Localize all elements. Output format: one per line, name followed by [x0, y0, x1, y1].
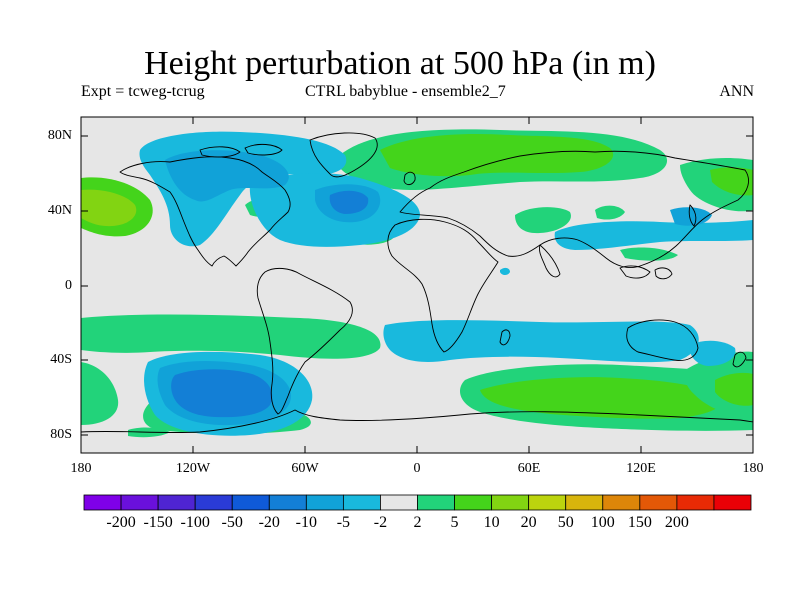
coastline-8: [688, 204, 697, 227]
field-region-24: [329, 190, 369, 214]
colorbar-swatch-8: [380, 494, 418, 511]
field-region-8: [595, 205, 625, 220]
field-region-4: [710, 167, 753, 196]
colorbar-label: 100: [590, 514, 615, 531]
colorbar-label: -10: [295, 514, 317, 531]
lon-label-180e: 180: [742, 461, 764, 476]
plot-title: Height perturbation at 500 hPa (in m): [144, 45, 656, 82]
colorbar-swatch-13: [565, 494, 604, 511]
lon-label-0: 0: [413, 461, 421, 476]
colorbar-label: 50: [557, 514, 574, 531]
comparison-label: CTRL babyblue - ensemble2_7: [305, 83, 506, 100]
coastline-5: [539, 244, 561, 278]
field-region-25: [554, 220, 753, 250]
field-region-7: [515, 207, 571, 234]
contour-fields: [81, 129, 753, 438]
colorbar-label: 10: [483, 514, 500, 531]
coastline-3: [387, 218, 499, 353]
field-region-27: [383, 320, 699, 363]
coastline-4: [399, 150, 749, 269]
colorbar-swatch-3: [194, 494, 233, 511]
colorbar-swatch-12: [528, 494, 567, 511]
coastline-0: [119, 156, 291, 267]
lon-label-60e: 60E: [517, 461, 541, 476]
coastline-15: [244, 143, 283, 156]
colorbar-label: 5: [450, 514, 459, 531]
lat-label-40n: 40N: [47, 203, 72, 218]
colorbar-label: 150: [627, 514, 652, 531]
colorbar-label: 2: [413, 514, 422, 531]
colorbar-label: -150: [143, 514, 173, 531]
colorbar-swatch-15: [639, 494, 678, 511]
colorbar-label: -100: [180, 514, 210, 531]
field-region-16: [480, 377, 723, 419]
field-region-26: [670, 207, 712, 226]
field-region-13: [81, 362, 119, 425]
coastline-10: [732, 351, 747, 368]
field-region-2: [81, 189, 137, 227]
colorbar-swatch-16: [676, 494, 715, 511]
coastline-14: [199, 146, 241, 158]
colorbar-label: 200: [664, 514, 689, 531]
field-region-31: [689, 340, 736, 366]
coastline-13: [81, 409, 753, 434]
lon-label-180w: 180: [70, 461, 92, 476]
colorbar-label: -5: [336, 514, 351, 531]
colorbar-swatch-10: [454, 494, 493, 511]
experiment-label: Expt = tcweg-tcrug: [81, 83, 205, 100]
coastlines: [81, 132, 753, 434]
colorbar: [83, 494, 752, 511]
lat-label-0: 0: [65, 278, 72, 293]
colorbar-swatch-5: [268, 494, 307, 511]
field-region-12: [81, 314, 381, 359]
colorbar-swatch-0: [83, 494, 122, 511]
lat-label-80n: 80N: [47, 128, 72, 143]
colorbar-swatch-6: [305, 494, 344, 511]
colorbar-label: -20: [258, 514, 280, 531]
lat-label-80s: 80S: [50, 427, 72, 442]
field-region-18: [715, 372, 753, 406]
field-region-30: [171, 369, 273, 418]
field-region-6: [380, 133, 614, 177]
field-region-11: [620, 247, 678, 261]
season-label: ANN: [719, 83, 754, 100]
colorbar-label: -2: [373, 514, 388, 531]
colorbar-swatch-14: [602, 494, 641, 511]
colorbar-swatch-9: [417, 494, 455, 511]
lon-label-120w: 120W: [175, 461, 211, 476]
coastline-6: [619, 265, 651, 279]
coastline-11: [499, 329, 511, 346]
colorbar-swatch-4: [231, 494, 270, 511]
colorbar-swatch-11: [491, 494, 530, 511]
field-region-32: [500, 267, 510, 275]
colorbar-swatch-7: [342, 494, 381, 511]
colorbar-swatch-17: [713, 494, 752, 511]
colorbar-swatch-2: [157, 494, 196, 511]
colorbar-swatch-1: [120, 494, 159, 511]
lon-label-60w: 60W: [291, 461, 319, 476]
lon-label-120e: 120E: [626, 461, 656, 476]
axis-ticks: [80, 117, 754, 453]
colorbar-label: -50: [221, 514, 243, 531]
lat-label-40s: 40S: [50, 352, 72, 367]
coastline-1: [309, 132, 378, 178]
colorbar-label: -200: [106, 514, 136, 531]
field-region-22: [165, 150, 289, 202]
coastline-7: [654, 267, 673, 280]
coastline-9: [626, 319, 699, 361]
colorbar-label: 20: [520, 514, 537, 531]
coastline-2: [256, 267, 353, 415]
coastline-12: [403, 171, 416, 186]
